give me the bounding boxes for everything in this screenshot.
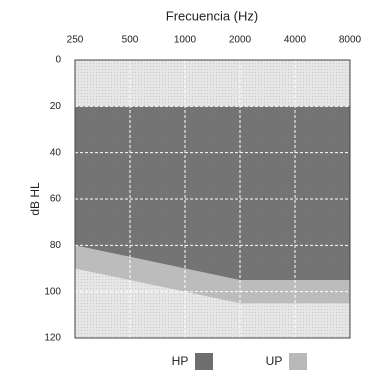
x-tick-label: 8000: [339, 35, 362, 46]
x-tick-label: 4000: [284, 35, 307, 46]
y-tick-label: 60: [50, 194, 62, 205]
y-tick-label: 40: [50, 147, 62, 158]
x-tick-label: 1000: [174, 35, 197, 46]
y-tick-label: 20: [50, 101, 62, 112]
legend-label: HP: [172, 354, 189, 368]
y-tick-label: 0: [55, 55, 61, 66]
legend-swatch: [195, 353, 213, 370]
x-tick-label: 500: [122, 35, 139, 46]
y-tick-label: 80: [50, 240, 62, 251]
plot-frame: [74, 59, 351, 339]
range-band: [75, 245, 350, 304]
y-axis-label: dB HL: [28, 182, 42, 216]
legend-label: UP: [266, 354, 283, 368]
x-tick-label: 2000: [229, 35, 252, 46]
legend-swatch: [289, 353, 307, 370]
x-tick-label: 250: [67, 35, 84, 46]
y-tick-label: 100: [44, 286, 61, 297]
y-tick-label: 120: [44, 333, 61, 344]
chart-title: Frecuencia (Hz): [166, 8, 258, 23]
range-band: [75, 106, 350, 281]
